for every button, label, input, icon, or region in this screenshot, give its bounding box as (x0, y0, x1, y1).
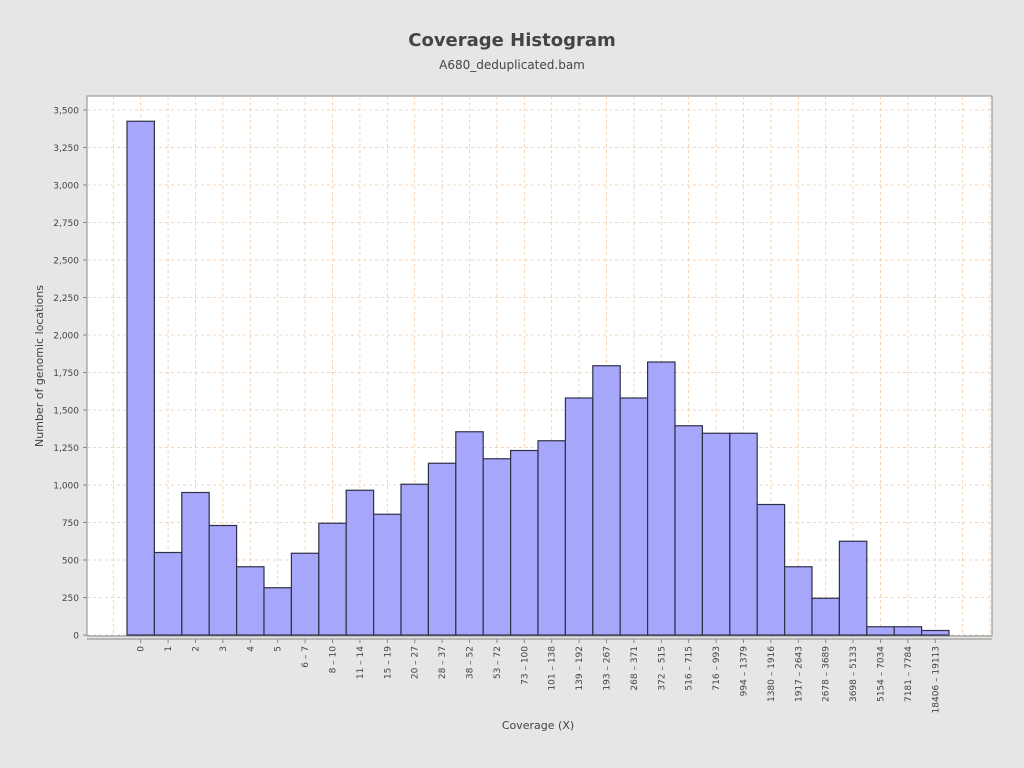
y-tick-label: 0 (73, 632, 79, 642)
histogram-bar (153, 551, 183, 636)
x-tick-label: 516 – 715 (685, 646, 695, 691)
histogram-bar (783, 566, 813, 636)
y-tick-label: 2,750 (53, 219, 79, 229)
x-tick-label: 20 – 27 (411, 646, 421, 679)
y-tick-label: 3,500 (53, 107, 79, 117)
x-tick-label: 2678 – 3689 (822, 646, 832, 702)
histogram-bar (208, 524, 238, 636)
histogram-bar (920, 629, 950, 636)
histogram-bar (373, 513, 402, 636)
histogram-bar (510, 449, 539, 636)
histogram-bar (838, 540, 868, 636)
histogram-bar (811, 597, 840, 636)
histogram-bar (619, 397, 649, 636)
chart-title: Coverage Histogram (408, 30, 616, 51)
x-tick-label: 139 – 192 (575, 646, 585, 691)
histogram-bar (646, 361, 676, 636)
histogram-bar (263, 587, 292, 636)
histogram-bar (455, 431, 484, 636)
x-tick-label: 28 – 37 (438, 646, 448, 679)
y-tick-label: 1,750 (53, 369, 79, 379)
y-tick-label: 3,250 (53, 144, 79, 154)
histogram-bar (126, 120, 155, 636)
x-tick-label: 53 – 72 (493, 646, 503, 679)
x-tick-label: 3 (219, 646, 229, 652)
y-tick-label: 2,500 (53, 257, 79, 267)
x-tick-label: 716 – 993 (712, 646, 722, 691)
histogram-bar (893, 626, 923, 636)
histogram-bar (564, 397, 594, 636)
x-tick-label: 193 – 267 (603, 646, 613, 691)
y-tick-label: 250 (62, 594, 79, 604)
histogram-bar (427, 462, 457, 636)
histogram-bar (537, 440, 566, 636)
y-tick-label: 2,000 (53, 332, 79, 342)
histogram-bar (592, 365, 621, 636)
histogram-bar (181, 491, 210, 636)
histogram-bar (866, 626, 895, 636)
y-tick-label: 1,500 (53, 407, 79, 417)
x-tick-label: 1 (164, 646, 174, 652)
y-tick-label: 1,250 (53, 444, 79, 454)
x-tick-label: 994 – 1379 (740, 646, 750, 697)
histogram-bar (756, 503, 786, 636)
histogram-bar (318, 522, 347, 636)
histogram-bar (236, 566, 265, 636)
histogram-bar (345, 489, 375, 636)
histogram-bar (674, 425, 703, 636)
x-tick-label: 372 – 515 (657, 646, 667, 691)
x-tick-label: 8 – 10 (329, 646, 339, 674)
x-tick-label: 101 – 138 (548, 646, 558, 691)
axes: 02505007501,0001,2501,5001,7502,0002,250… (53, 107, 992, 713)
y-tick-label: 3,000 (53, 182, 79, 192)
bars (126, 120, 950, 636)
x-tick-label: 11 – 14 (356, 646, 366, 679)
y-tick-label: 1,000 (53, 482, 79, 492)
x-axis-label: Coverage (X) (502, 719, 574, 732)
histogram-bar (290, 552, 320, 636)
x-tick-label: 1380 – 1916 (767, 646, 777, 702)
histogram-bar (400, 483, 429, 636)
x-tick-label: 0 (137, 646, 147, 652)
x-tick-label: 5154 – 7034 (877, 646, 887, 702)
x-tick-label: 38 – 52 (466, 646, 476, 679)
x-tick-label: 1917 – 2643 (794, 646, 804, 702)
x-tick-label: 5 (274, 646, 284, 652)
x-tick-label: 2 (192, 646, 202, 652)
y-tick-label: 750 (62, 519, 79, 529)
x-tick-label: 18406 – 19113 (931, 646, 941, 713)
x-tick-label: 73 – 100 (520, 646, 530, 685)
y-tick-label: 500 (62, 557, 79, 567)
y-axis-label: Number of genomic locations (33, 285, 46, 447)
x-tick-label: 3698 – 5133 (849, 646, 859, 702)
histogram-bar (701, 432, 731, 636)
histogram-bar (729, 432, 758, 636)
x-tick-label: 7181 – 7784 (904, 646, 914, 702)
histogram-bar (482, 458, 512, 636)
x-tick-label: 15 – 19 (383, 646, 393, 679)
y-tick-label: 2,250 (53, 294, 79, 304)
x-tick-label: 4 (246, 646, 256, 652)
chart-subtitle: A680_deduplicated.bam (439, 58, 585, 72)
x-tick-label: 6 – 7 (301, 646, 311, 668)
x-tick-label: 268 – 371 (630, 646, 640, 691)
